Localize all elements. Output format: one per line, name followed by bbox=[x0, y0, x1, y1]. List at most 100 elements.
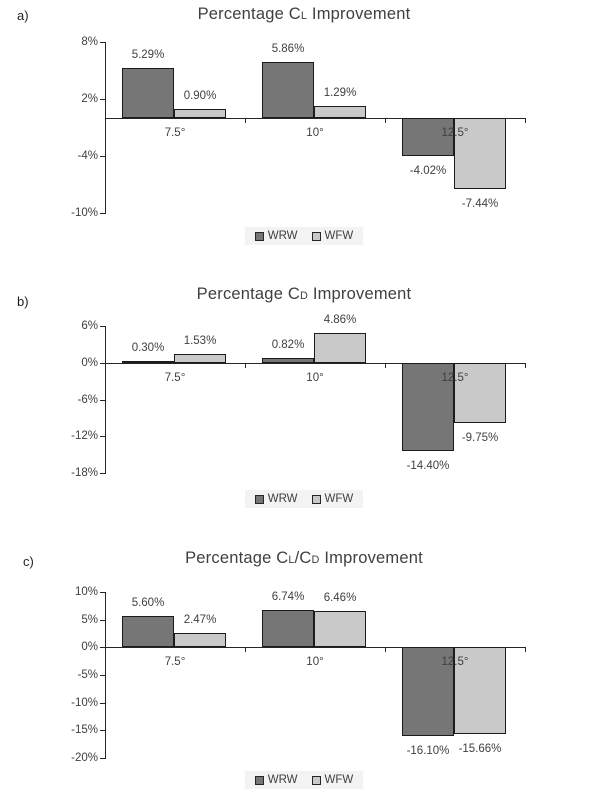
y-tick bbox=[100, 156, 105, 157]
bar-value-label: -4.02% bbox=[409, 165, 447, 177]
y-tick bbox=[100, 99, 105, 100]
y-tick-label: 5% bbox=[81, 614, 98, 626]
y-tick bbox=[100, 42, 105, 43]
legend-swatch-wrw bbox=[254, 231, 264, 241]
y-tick-label: -18% bbox=[71, 467, 98, 479]
y-tick bbox=[100, 730, 105, 731]
y-tick-label: -6% bbox=[77, 394, 98, 406]
chart-title-c: Percentage CL/CD Improvement bbox=[0, 549, 608, 568]
bar-wrw-7.5° bbox=[122, 616, 174, 647]
legend-label-wfw: WFW bbox=[324, 493, 354, 505]
bar-wrw-10° bbox=[262, 62, 314, 118]
bar-value-label: 1.29% bbox=[323, 87, 357, 99]
legend-swatch-wrw bbox=[254, 494, 264, 504]
panel-label-b: b) bbox=[17, 294, 29, 309]
legend-item-wfw: WFW bbox=[311, 493, 354, 505]
bar-wrw-12.5° bbox=[402, 363, 454, 451]
bar-value-label: 5.60% bbox=[131, 597, 165, 609]
y-tick bbox=[100, 620, 105, 621]
bar-wfw-7.5° bbox=[174, 109, 226, 118]
y-tick bbox=[100, 758, 105, 759]
legend-item-wfw: WFW bbox=[311, 774, 353, 786]
bar-wfw-10° bbox=[314, 611, 366, 647]
y-tick-label: 0% bbox=[81, 357, 98, 369]
bar-wfw-7.5° bbox=[174, 354, 226, 363]
legend-c: WRW WFW bbox=[0, 771, 608, 789]
bar-value-label: 4.86% bbox=[323, 314, 357, 326]
legend-box: WRW WFW bbox=[244, 771, 364, 789]
legend-swatch-wfw bbox=[311, 231, 321, 241]
legend-label-wfw: WFW bbox=[324, 230, 354, 242]
panel-label-c: c) bbox=[23, 554, 34, 569]
bar-value-label: 0.82% bbox=[271, 339, 305, 351]
title-text: Improvement bbox=[308, 285, 412, 303]
category-label: 10° bbox=[306, 372, 324, 384]
x-tick bbox=[525, 363, 526, 368]
y-tick-label: -20% bbox=[71, 752, 98, 764]
bar-value-label: 0.30% bbox=[131, 342, 165, 354]
chart-panel-a: a) Percentage CL Improvement 8% 2% -4% -10%… bbox=[0, 0, 608, 265]
bar-wfw-10° bbox=[314, 106, 366, 118]
legend-item-wrw: WRW bbox=[254, 493, 298, 505]
bar-wrw-12.5° bbox=[402, 647, 454, 736]
legend-label-wrw: WRW bbox=[267, 493, 298, 505]
legend-b: WRW WFW bbox=[0, 490, 608, 508]
y-axis-line bbox=[105, 326, 106, 474]
chart-panel-c: c) Percentage CL/CD Improvement 10% 5% 0% -… bbox=[0, 530, 608, 794]
bar-value-label: -16.10% bbox=[406, 745, 450, 757]
legend-item-wrw: WRW bbox=[254, 774, 298, 786]
x-tick bbox=[385, 647, 386, 652]
legend-box: WRW WFW bbox=[244, 490, 364, 508]
y-tick-label: 6% bbox=[81, 320, 98, 332]
y-tick-label: -10% bbox=[71, 697, 98, 709]
y-tick bbox=[100, 326, 105, 327]
x-tick bbox=[245, 118, 246, 123]
chart-title-a: Percentage CL Improvement bbox=[0, 5, 608, 24]
y-tick bbox=[100, 213, 105, 214]
category-label: 10° bbox=[306, 656, 324, 668]
y-tick-label: -12% bbox=[71, 430, 98, 442]
title-subscript: L bbox=[300, 10, 308, 22]
bar-value-label: 5.86% bbox=[271, 43, 305, 55]
bar-value-label: 5.29% bbox=[131, 49, 165, 61]
legend-swatch-wfw bbox=[311, 775, 321, 785]
legend-a: WRW WFW bbox=[0, 227, 608, 245]
y-tick bbox=[100, 703, 105, 704]
bar-value-label: 6.74% bbox=[271, 591, 305, 603]
x-axis-line bbox=[105, 363, 525, 364]
category-label: 7.5° bbox=[164, 656, 186, 668]
bar-value-label: 1.53% bbox=[183, 335, 217, 347]
x-axis-line bbox=[105, 647, 525, 648]
x-tick bbox=[245, 647, 246, 652]
bar-wrw-10° bbox=[262, 358, 314, 363]
y-tick-label: -4% bbox=[77, 150, 98, 162]
bar-value-label: -15.66% bbox=[458, 743, 502, 755]
chart-title-b: Percentage CD Improvement bbox=[0, 285, 608, 304]
y-axis-line bbox=[105, 42, 106, 214]
y-tick-label: -10% bbox=[71, 207, 98, 219]
legend-label-wrw: WRW bbox=[267, 230, 298, 242]
bar-value-label: -9.75% bbox=[461, 432, 499, 444]
bar-value-label: -7.44% bbox=[461, 198, 499, 210]
legend-item-wrw: WRW bbox=[254, 230, 298, 242]
x-tick bbox=[525, 118, 526, 123]
title-text: Percentage C bbox=[196, 285, 300, 303]
legend-swatch-wrw bbox=[254, 775, 264, 785]
x-tick bbox=[385, 363, 386, 368]
y-tick-label: -15% bbox=[71, 724, 98, 736]
bar-wfw-12.5° bbox=[454, 363, 506, 423]
y-tick bbox=[100, 400, 105, 401]
x-tick bbox=[385, 118, 386, 123]
bar-wfw-12.5° bbox=[454, 647, 506, 734]
legend-label-wrw: WRW bbox=[267, 774, 298, 786]
title-subscript: L bbox=[288, 554, 295, 566]
title-text: Percentage C bbox=[197, 5, 301, 23]
legend-swatch-wfw bbox=[311, 494, 321, 504]
x-tick bbox=[245, 363, 246, 368]
category-label: 10° bbox=[306, 127, 324, 139]
y-tick bbox=[100, 675, 105, 676]
category-label: 12.5° bbox=[441, 127, 469, 139]
y-tick-label: 10% bbox=[74, 586, 98, 598]
plot-area-a: 8% 2% -4% -10% 5.29% 5.86% -4.02% 0.90% 1.29% -7.… bbox=[0, 0, 608, 265]
